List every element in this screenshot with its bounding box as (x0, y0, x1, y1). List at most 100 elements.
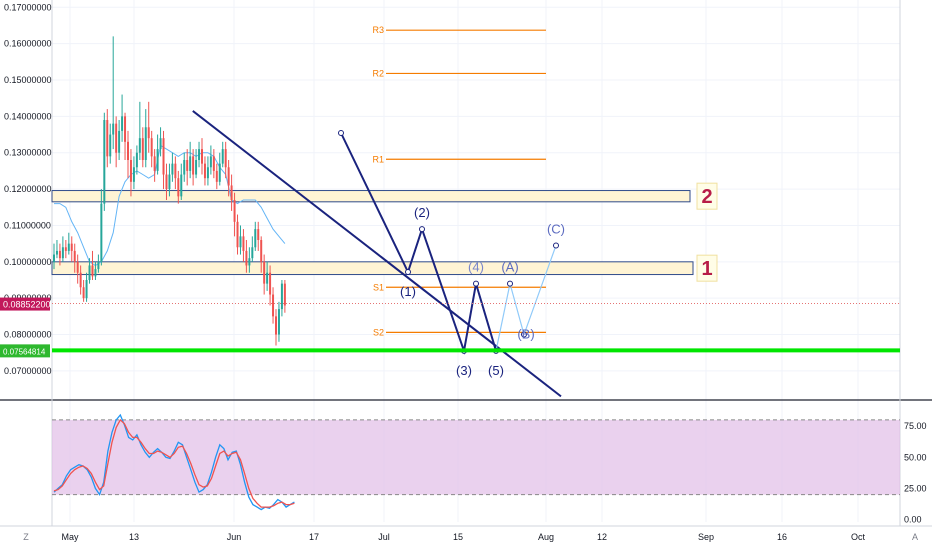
rsi-tick: 50.00 (904, 452, 927, 462)
axes: 0.17000000 0.16000000 0.15000000 0.14000000… (0, 2, 927, 542)
time-tick: 15 (453, 532, 463, 542)
rsi-series-1 (53, 418, 295, 508)
candle-body (189, 156, 192, 171)
candle-body (73, 250, 76, 262)
candle-body (192, 156, 195, 175)
candle-body (100, 203, 103, 262)
candle-body (183, 160, 186, 175)
wave-point-6[interactable] (521, 331, 527, 338)
candle-body (233, 200, 236, 222)
wave-label: (B) (517, 327, 534, 342)
candle-body (221, 149, 224, 164)
wave-label: (1) (400, 284, 416, 299)
candle-body (94, 269, 97, 277)
candle-body (171, 163, 174, 175)
pivot-label-R2: R2 (372, 68, 384, 78)
candle-body (156, 149, 159, 171)
time-tick: 13 (129, 532, 139, 542)
wave-label: (3) (456, 363, 472, 378)
candle-body (186, 160, 189, 171)
wave-point-1[interactable] (419, 226, 425, 233)
wave-label: (4) (468, 260, 484, 275)
current-price-badge (0, 297, 50, 311)
candle-body (97, 261, 100, 270)
corner-button-left[interactable]: Z (23, 532, 29, 542)
candle-body (103, 120, 106, 204)
time-tick: 12 (597, 532, 607, 542)
rsi-tick: 25.00 (904, 483, 927, 493)
candle-body (106, 120, 109, 157)
candle-body (58, 250, 61, 259)
wave-label: (A) (501, 260, 518, 275)
auto-scale-button[interactable]: A (912, 532, 918, 542)
candle-body (129, 160, 132, 182)
candle-body (132, 167, 135, 182)
candle-body (141, 138, 144, 160)
rsi-tick: 75.00 (904, 421, 927, 431)
candle-body (53, 254, 55, 262)
candle-body (257, 229, 260, 240)
rsi-tick: 0.00 (904, 515, 922, 525)
candle-body (218, 163, 221, 182)
pivot-label-S1: S1 (373, 282, 384, 292)
candle-body (79, 272, 82, 288)
elliott-waves[interactable]: (1) (2) (3) (4) (5) (A) (B) (C) (338, 130, 566, 378)
corrective-projection[interactable] (495, 245, 557, 352)
price-tick: 0.15000000 (4, 75, 52, 85)
candle-body (64, 247, 67, 251)
rsi-pane (52, 413, 900, 511)
candle-body (115, 123, 118, 153)
candle-body (275, 316, 277, 335)
price-tick: 0.16000000 (4, 39, 52, 49)
candle-body (112, 123, 115, 135)
wave-start-point[interactable] (338, 130, 344, 136)
wave-point-0[interactable] (405, 269, 411, 275)
candle-body (254, 229, 257, 248)
candle-body (165, 174, 168, 190)
rsi-band (52, 419, 900, 495)
zone-label-2: 2 (701, 186, 712, 208)
time-tick: Aug (538, 532, 554, 542)
candle-body (251, 247, 254, 259)
candle-body (198, 149, 201, 160)
candle-body (215, 170, 218, 182)
candle-body (153, 156, 156, 171)
candle-body (195, 160, 198, 175)
wave-point-7[interactable] (553, 242, 559, 249)
candle-body (135, 152, 138, 168)
wave-point-5[interactable] (507, 280, 513, 287)
candle-body (283, 283, 286, 306)
candle-body (85, 280, 88, 299)
candle-body (203, 163, 206, 179)
price-tick: 0.08000000 (4, 330, 52, 340)
candle-body (76, 261, 79, 273)
support-price-badge (0, 344, 50, 358)
candle-body (236, 221, 239, 248)
candlesticks (53, 36, 286, 346)
price-tick: 0.10000000 (4, 257, 52, 267)
wave-label: (C) (547, 221, 565, 236)
wave-label: (2) (414, 205, 430, 220)
candle-body (280, 283, 283, 310)
candle-body (55, 250, 58, 255)
time-tick: Jun (227, 532, 242, 542)
wave-point-3[interactable] (473, 280, 479, 287)
candle-body (70, 243, 73, 251)
candle-body (206, 167, 209, 179)
candle-body (144, 127, 147, 160)
candle-body (61, 247, 64, 259)
candle-body (162, 138, 165, 175)
candle-body (147, 127, 150, 139)
impulse-wave[interactable] (340, 132, 497, 355)
candle-body (224, 149, 227, 168)
zone-1[interactable] (51, 261, 694, 276)
wave-label: (5) (488, 363, 504, 378)
candle-body (266, 272, 269, 284)
current-price-label: 0.08852200 (3, 300, 51, 310)
pivot-label-R1: R1 (372, 154, 384, 164)
candle-body (212, 156, 215, 171)
price-tick: 0.14000000 (4, 111, 52, 121)
pivot-levels: R3 R2 R1 S1 S2 (372, 25, 546, 337)
horizontal-levels (52, 303, 900, 353)
